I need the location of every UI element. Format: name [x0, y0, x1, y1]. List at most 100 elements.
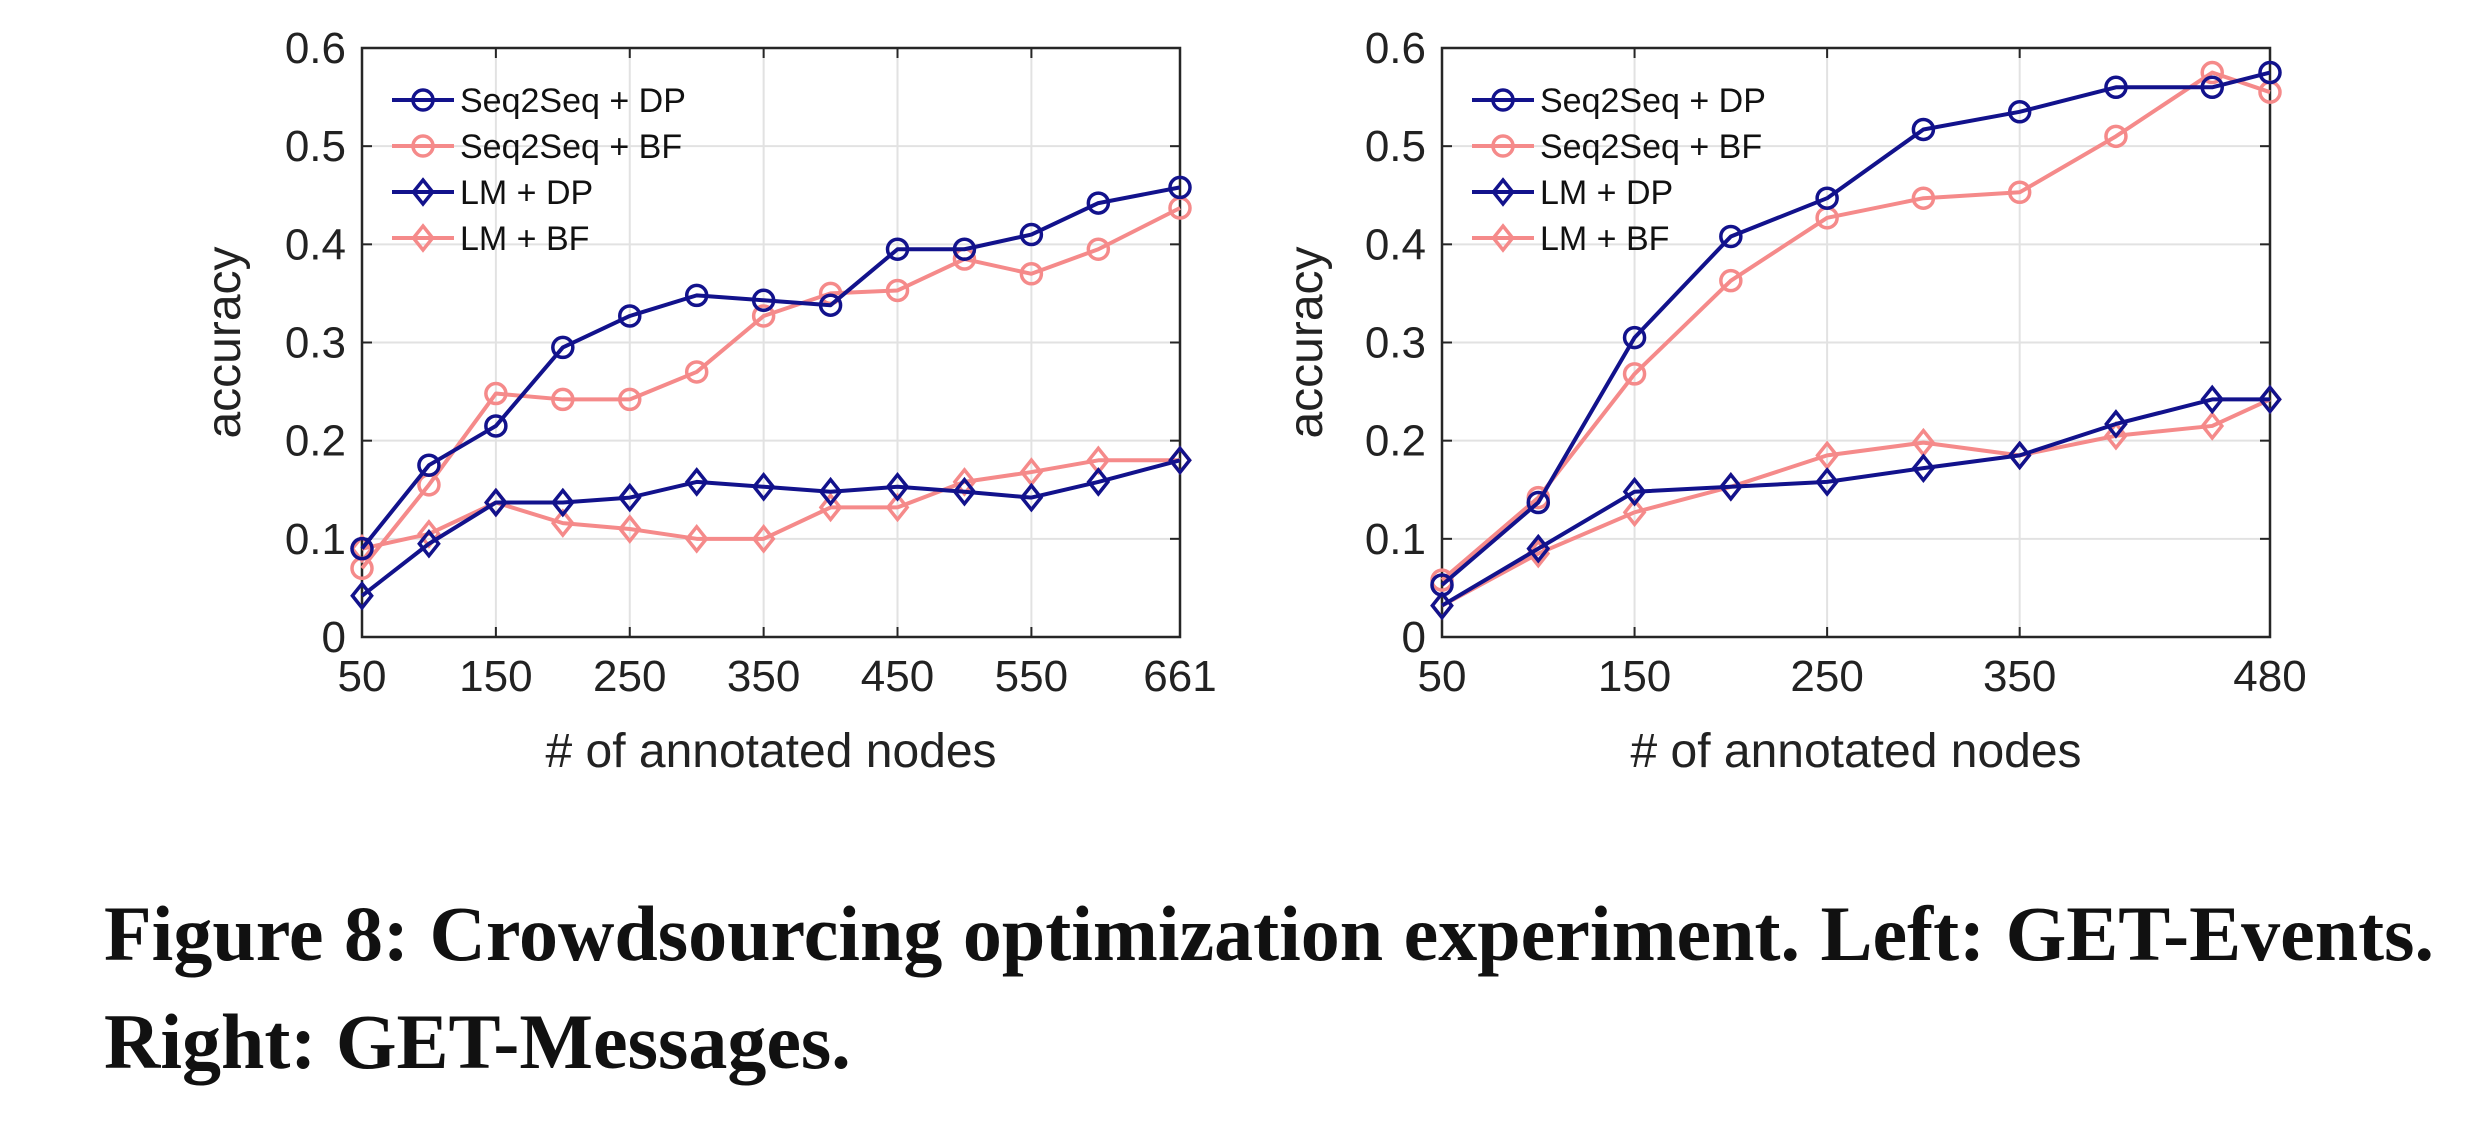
y-tick-label: 0.2 [285, 417, 346, 466]
legend-label: LM + BF [460, 220, 589, 258]
y-tick-label: 0.4 [285, 220, 346, 269]
data-point [751, 524, 776, 554]
x-tick-label: 50 [338, 652, 387, 701]
data-point [484, 487, 508, 518]
right-chart-panel: 50 150 250 350 480 0 0.1 0.2 0.3 0.4 0.5 0.6 # of an… [1280, 24, 2307, 778]
data-point [2104, 124, 2128, 149]
series-line [360, 458, 1181, 598]
x-tick-label: 550 [995, 652, 1068, 701]
legend-marker [411, 134, 435, 158]
data-point [2200, 60, 2224, 85]
legend-label: Seq2Seq + BF [460, 128, 682, 166]
data-point [1526, 533, 1551, 564]
y-tick-label: 0.5 [1365, 122, 1426, 171]
data-point [2104, 420, 2128, 451]
data-point [551, 335, 575, 360]
x-tick-label: 250 [1790, 652, 1863, 701]
data-point [1086, 237, 1111, 261]
y-axis-label: accuracy [1280, 246, 1333, 438]
data-point [2007, 180, 2032, 205]
x-tick-label: 661 [1143, 652, 1216, 701]
data-point [751, 472, 776, 502]
data-point [1718, 472, 1743, 502]
legend-marker [1491, 134, 1515, 158]
y-tick-label: 0 [1402, 613, 1426, 662]
data-point [550, 508, 575, 538]
data-point [550, 487, 575, 518]
data-point [2104, 75, 2128, 100]
y-tick-label: 0.3 [285, 319, 346, 368]
data-point [1911, 186, 1936, 210]
data-point [618, 387, 642, 412]
y-tick-label: 0 [322, 613, 346, 662]
data-point [1622, 325, 1647, 350]
series-line [360, 206, 1181, 570]
data-point [417, 453, 441, 477]
data-point [1430, 573, 1454, 597]
series-line [1441, 397, 2271, 608]
y-tick-label: 0.1 [285, 515, 346, 564]
data-point [684, 360, 709, 384]
data-point [751, 288, 776, 313]
data-point [885, 237, 910, 261]
legend: Seq2Seq + DP Seq2Seq + BF LM + DP LM + BF [1472, 82, 1766, 258]
data-point [1526, 490, 1551, 515]
legend-label: Seq2Seq + BF [1540, 128, 1762, 166]
data-point [484, 381, 508, 406]
y-tick-label: 0.6 [285, 24, 346, 73]
series-lm-dp [350, 445, 1192, 611]
data-point [952, 476, 977, 507]
data-point [484, 414, 508, 438]
data-point [818, 293, 843, 317]
data-point [885, 472, 910, 502]
data-point [1911, 453, 1936, 483]
data-point [2007, 100, 2032, 124]
data-point [1815, 467, 1839, 497]
data-point [617, 514, 642, 544]
data-point [350, 536, 374, 561]
series-line [1440, 70, 2271, 587]
y-tick-label: 0.2 [1365, 417, 1426, 466]
data-point [1622, 476, 1647, 507]
legend-label: LM + DP [1540, 174, 1673, 212]
data-point [684, 524, 709, 554]
x-tick-label: 480 [2233, 652, 2306, 701]
x-tick-label: 250 [593, 652, 666, 701]
x-axis-label: # of annotated nodes [1630, 725, 2081, 778]
legend-marker [411, 177, 435, 207]
data-point [1019, 222, 1044, 247]
y-axis-label: accuracy [198, 246, 251, 438]
data-point [417, 528, 441, 559]
data-point [2258, 60, 2282, 85]
data-point [1430, 590, 1454, 621]
figure-caption: Figure 8: Crowdsourcing optimization exp… [104, 890, 2434, 1085]
data-point [1019, 262, 1044, 286]
data-point [551, 387, 575, 412]
series-seq2seq-dp [350, 175, 1192, 561]
x-tick-label: 450 [861, 652, 934, 701]
data-point [684, 283, 709, 308]
x-tick-label: 50 [1418, 652, 1467, 701]
data-point [618, 304, 642, 328]
data-point [1719, 268, 1743, 293]
legend-marker [1491, 177, 1515, 207]
data-point [350, 533, 374, 564]
data-point [952, 467, 977, 497]
data-point [885, 492, 910, 523]
data-point [2007, 440, 2032, 471]
legend-marker [411, 88, 435, 112]
x-tick-label: 150 [1598, 652, 1671, 701]
legend-label: LM + BF [1540, 220, 1669, 258]
data-point [684, 467, 709, 497]
y-tick-label: 0.1 [1365, 515, 1426, 564]
legend-label: LM + DP [460, 174, 593, 212]
data-point [1019, 482, 1044, 513]
left-chart-panel: 50 150 250 350 450 550 661 0 0.1 0.2 0.3 0.4 0.5 0.6 #… [198, 24, 1217, 778]
legend-marker [1491, 88, 1515, 112]
data-point [1526, 538, 1551, 569]
data-point [818, 476, 843, 507]
series-line [1440, 70, 2271, 582]
legend-marker [1491, 223, 1515, 253]
series-line [360, 185, 1181, 550]
